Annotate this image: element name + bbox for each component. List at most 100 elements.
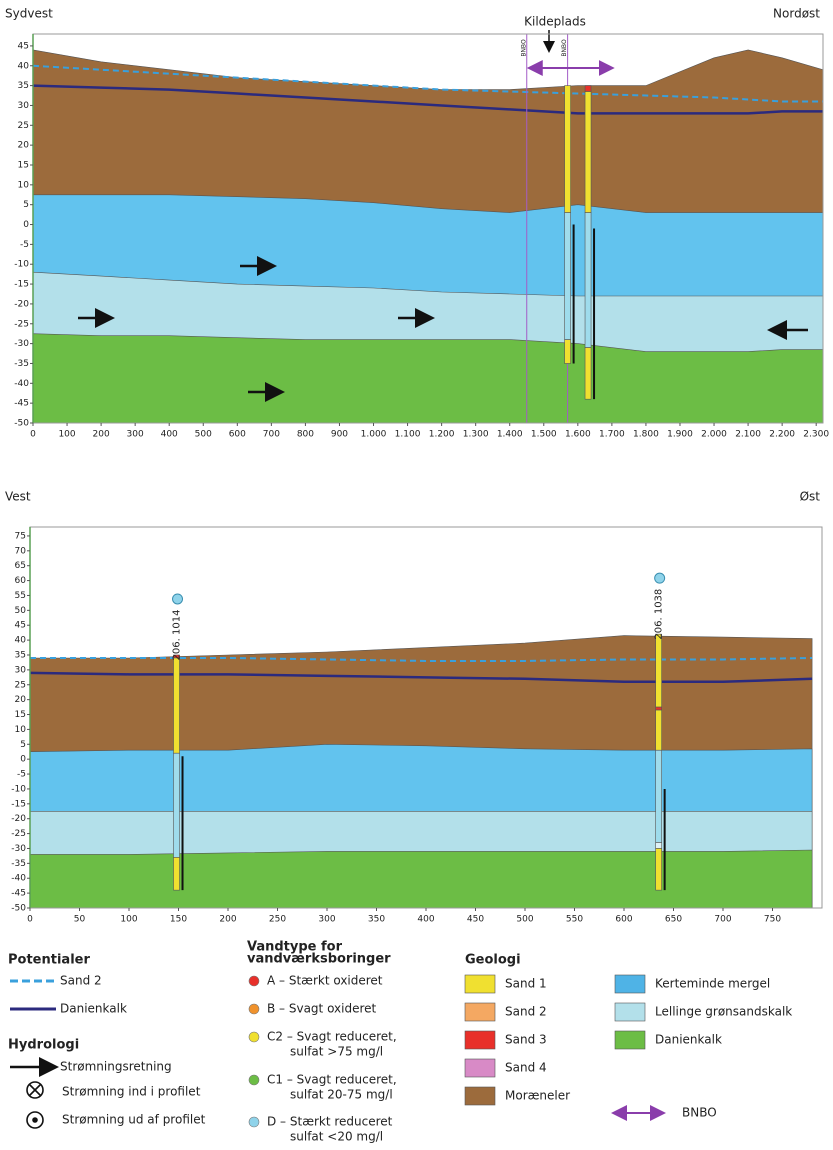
corner-label: Vest bbox=[5, 490, 31, 504]
legend-label: Lellinge grønsandskalk bbox=[655, 1005, 792, 1019]
y-tick-label: -45 bbox=[14, 399, 29, 409]
y-tick-label: -5 bbox=[20, 240, 29, 250]
legend-label: D – Stærkt reduceret bbox=[267, 1115, 393, 1129]
corner-label: Øst bbox=[800, 490, 821, 504]
x-tick-label: 700 bbox=[714, 915, 731, 925]
legend-label: Strømning ud af profilet bbox=[62, 1113, 206, 1127]
legend-swatch bbox=[615, 1003, 645, 1021]
y-tick-label: 0 bbox=[20, 755, 26, 765]
well-segment bbox=[565, 213, 571, 340]
x-tick-label: 200 bbox=[93, 430, 110, 440]
legend-label: B – Svagt oxideret bbox=[267, 1002, 377, 1016]
legend-label: Moræneler bbox=[505, 1089, 570, 1103]
well-segment bbox=[585, 86, 591, 92]
y-tick-label: 10 bbox=[15, 725, 27, 735]
y-tick-label: -15 bbox=[14, 280, 29, 290]
well-segment bbox=[585, 348, 591, 400]
well-segment bbox=[174, 753, 180, 857]
legend-swatch bbox=[465, 1059, 495, 1077]
y-tick-label: 40 bbox=[15, 636, 27, 646]
legend-label: Strømningsretning bbox=[60, 1060, 172, 1074]
y-tick-label: 65 bbox=[15, 561, 26, 571]
x-tick-label: 1.900 bbox=[667, 430, 693, 440]
y-tick-label: 10 bbox=[18, 180, 30, 190]
legend-swatch bbox=[465, 975, 495, 993]
y-tick-label: 30 bbox=[15, 665, 27, 675]
bnbo-label: BNBO bbox=[561, 39, 568, 57]
x-tick-label: 400 bbox=[417, 915, 434, 925]
x-tick-label: 650 bbox=[665, 915, 682, 925]
layer bbox=[30, 850, 812, 908]
y-tick-label: 55 bbox=[15, 591, 26, 601]
well-marker bbox=[173, 594, 183, 604]
y-tick-label: -40 bbox=[11, 874, 26, 884]
y-tick-label: -50 bbox=[11, 904, 26, 914]
x-tick-label: 600 bbox=[229, 430, 246, 440]
y-tick-label: -25 bbox=[14, 319, 29, 329]
x-tick-label: 1.400 bbox=[497, 430, 523, 440]
well-segment bbox=[565, 340, 571, 364]
y-tick-label: -5 bbox=[17, 770, 26, 780]
legend-label: sulfat <20 mg/l bbox=[290, 1130, 383, 1144]
legend-swatch bbox=[465, 1031, 495, 1049]
y-tick-label: 60 bbox=[15, 576, 27, 586]
x-tick-label: 700 bbox=[263, 430, 280, 440]
legend-title: Geologi bbox=[465, 953, 521, 968]
x-tick-label: 200 bbox=[219, 915, 236, 925]
legend-label: Danienkalk bbox=[60, 1002, 127, 1016]
y-tick-label: -20 bbox=[14, 299, 29, 309]
x-tick-label: 550 bbox=[566, 915, 583, 925]
y-tick-label: 20 bbox=[18, 141, 30, 151]
x-tick-label: 1.800 bbox=[633, 430, 659, 440]
y-tick-label: 25 bbox=[15, 680, 26, 690]
x-tick-label: 2.300 bbox=[803, 430, 829, 440]
x-tick-label: 100 bbox=[120, 915, 137, 925]
y-tick-label: 15 bbox=[18, 160, 29, 170]
x-tick-label: 250 bbox=[269, 915, 286, 925]
legend-label: Sand 2 bbox=[505, 1005, 547, 1019]
x-tick-label: 350 bbox=[368, 915, 385, 925]
x-tick-label: 500 bbox=[516, 915, 533, 925]
flow-in-icon bbox=[27, 1082, 43, 1098]
bnbo-label: BNBO bbox=[520, 39, 527, 57]
x-tick-label: 900 bbox=[331, 430, 348, 440]
legend-dot bbox=[249, 1117, 259, 1127]
corner-label: Nordøst bbox=[773, 7, 820, 21]
y-tick-label: 30 bbox=[18, 101, 30, 111]
x-tick-label: 2.100 bbox=[735, 430, 761, 440]
legend-label: BNBO bbox=[682, 1106, 717, 1120]
y-tick-label: -20 bbox=[11, 814, 26, 824]
well-segment bbox=[656, 750, 662, 842]
y-tick-label: -10 bbox=[11, 784, 26, 794]
x-tick-label: 600 bbox=[615, 915, 632, 925]
legend-label: A – Stærkt oxideret bbox=[267, 974, 383, 988]
annotation: Kildeplads bbox=[524, 15, 586, 29]
y-tick-label: 70 bbox=[15, 546, 27, 556]
corner-label: Sydvest bbox=[5, 7, 53, 21]
x-tick-label: 1.100 bbox=[395, 430, 421, 440]
y-tick-label: -40 bbox=[14, 379, 29, 389]
y-tick-label: -30 bbox=[11, 844, 26, 854]
x-tick-label: 400 bbox=[161, 430, 178, 440]
legend-title: Hydrologi bbox=[8, 1038, 79, 1053]
y-tick-label: -15 bbox=[11, 799, 26, 809]
y-tick-label: -35 bbox=[11, 859, 26, 869]
x-tick-label: 2.000 bbox=[701, 430, 727, 440]
y-tick-label: -50 bbox=[14, 419, 29, 429]
x-tick-label: 300 bbox=[318, 915, 335, 925]
x-tick-label: 1.700 bbox=[599, 430, 625, 440]
x-tick-label: 450 bbox=[467, 915, 484, 925]
well-label: 206. 1014 bbox=[172, 610, 183, 661]
well-segment bbox=[565, 86, 571, 213]
y-tick-label: 40 bbox=[18, 61, 30, 71]
legend-title: vandværksboringer bbox=[247, 952, 391, 967]
x-tick-label: 50 bbox=[74, 915, 86, 925]
y-tick-label: -45 bbox=[11, 889, 26, 899]
y-tick-label: 45 bbox=[15, 621, 26, 631]
legend-swatch bbox=[615, 1031, 645, 1049]
well-label: 206. 1038 bbox=[654, 589, 665, 640]
legend-dot bbox=[249, 1032, 259, 1042]
well-segment bbox=[174, 857, 180, 890]
y-tick-label: 35 bbox=[15, 650, 26, 660]
